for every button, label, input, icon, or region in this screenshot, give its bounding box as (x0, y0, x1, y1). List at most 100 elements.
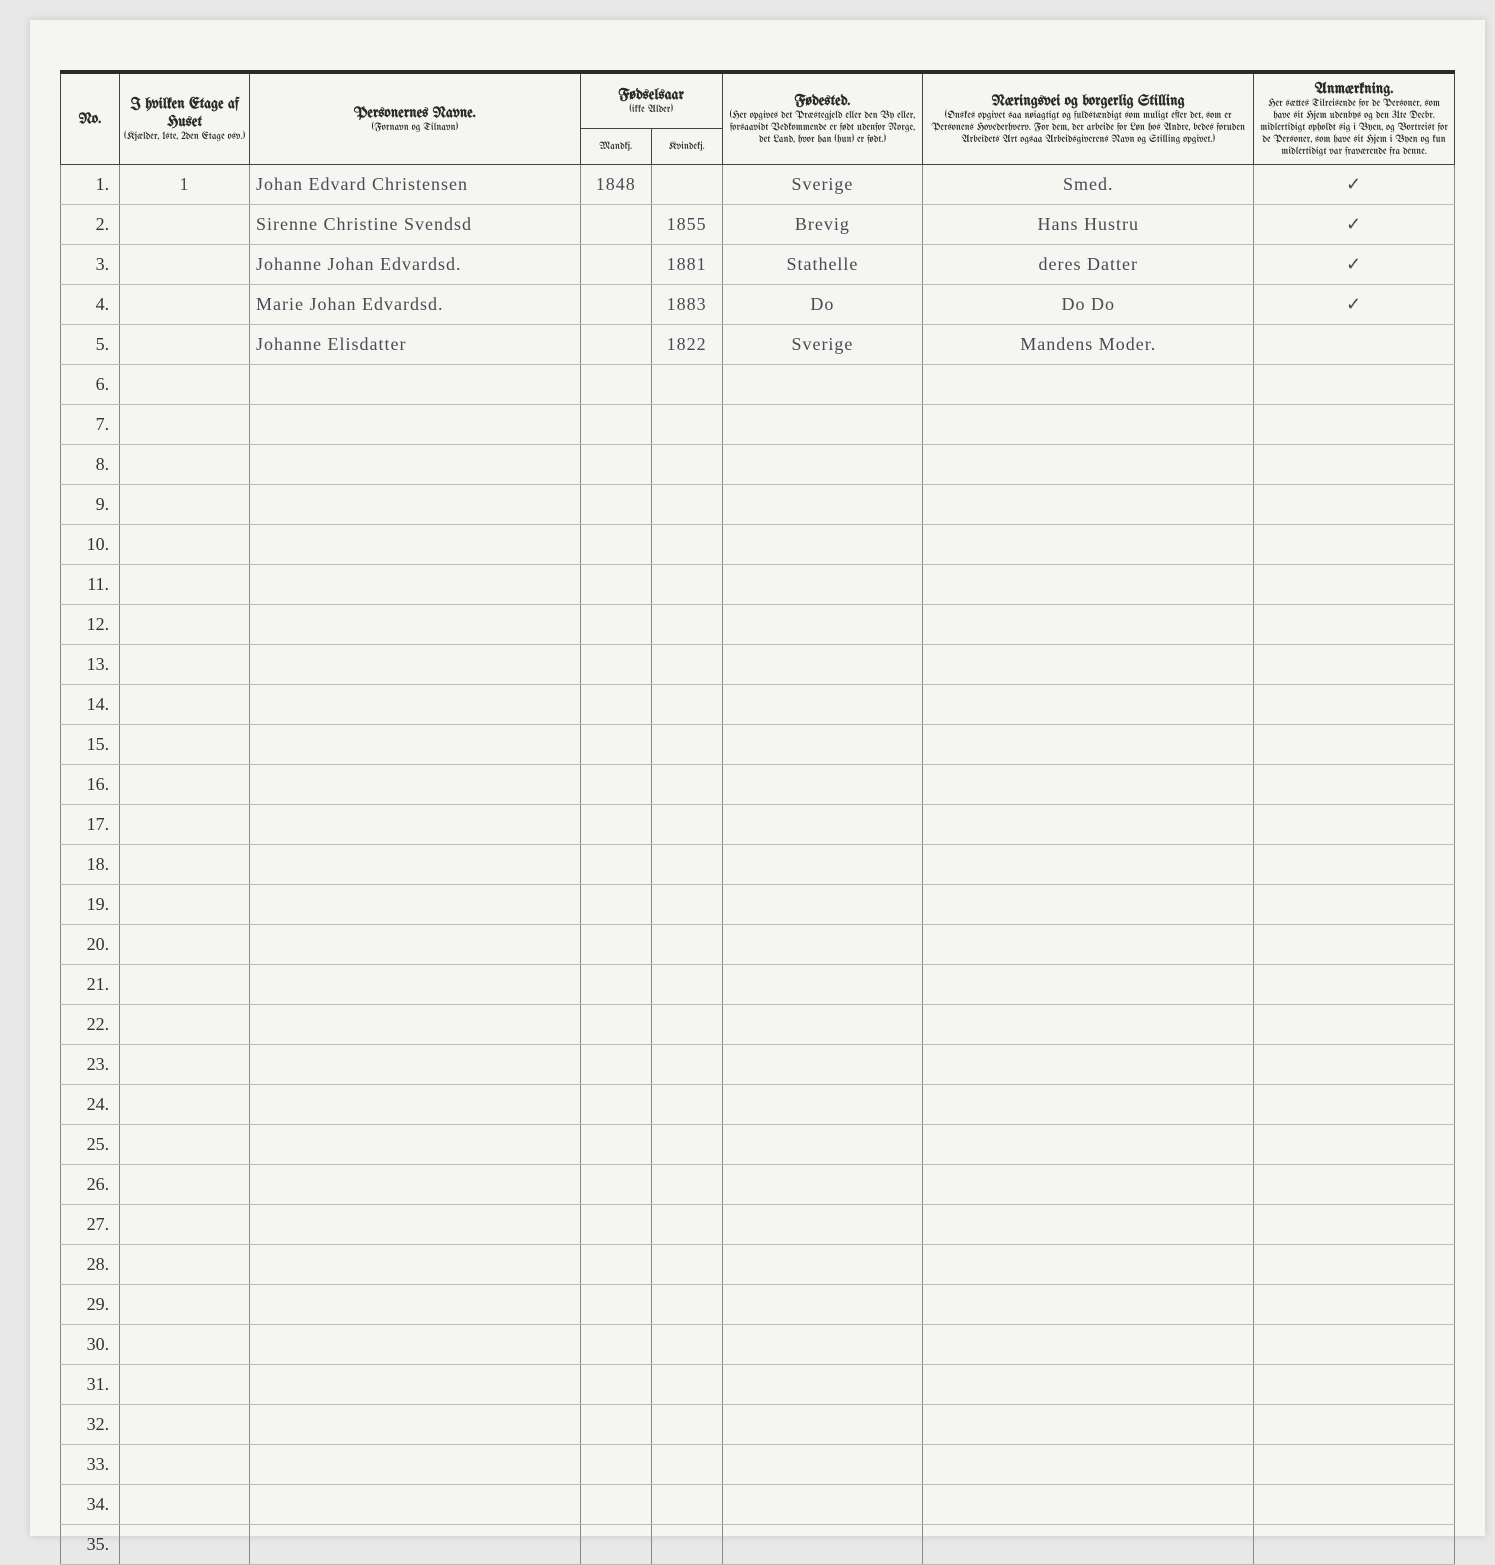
cell-anm: ✓ (1254, 245, 1455, 285)
cell-stilling (923, 565, 1254, 605)
cell-name (250, 1365, 581, 1405)
cell-kvinde: 1822 (651, 325, 722, 365)
cell-fodested (722, 1285, 923, 1325)
cell-etage (120, 405, 250, 445)
table-row: 11. (61, 565, 1455, 605)
cell-fodested: Stathelle (722, 245, 923, 285)
cell-kvinde (651, 685, 722, 725)
cell-no: 25. (61, 1125, 120, 1165)
cell-fodested (722, 445, 923, 485)
table-header: No. I hvilken Etage af Huset (Kjælder, 1… (61, 74, 1455, 165)
cell-etage: 1 (120, 165, 250, 205)
cell-mand (580, 1445, 651, 1485)
cell-anm (1254, 965, 1455, 1005)
cell-anm (1254, 725, 1455, 765)
cell-stilling (923, 1005, 1254, 1045)
cell-fodested (722, 1085, 923, 1125)
census-page: No. I hvilken Etage af Huset (Kjælder, 1… (30, 20, 1485, 1536)
table-row: 29. (61, 1285, 1455, 1325)
table-row: 20. (61, 925, 1455, 965)
cell-anm (1254, 645, 1455, 685)
table-row: 22. (61, 1005, 1455, 1045)
table-row: 14. (61, 685, 1455, 725)
cell-kvinde (651, 365, 722, 405)
cell-stilling (923, 405, 1254, 445)
cell-kvinde (651, 925, 722, 965)
cell-etage (120, 1165, 250, 1205)
cell-stilling: Smed. (923, 165, 1254, 205)
cell-stilling (923, 1045, 1254, 1085)
cell-no: 7. (61, 405, 120, 445)
cell-fodested (722, 485, 923, 525)
cell-fodested (722, 885, 923, 925)
table-body: 1.1Johan Edvard Christensen1848SverigeSm… (61, 165, 1455, 1565)
cell-anm (1254, 1445, 1455, 1485)
cell-anm: ✓ (1254, 165, 1455, 205)
cell-fodested (722, 525, 923, 565)
cell-stilling (923, 1285, 1254, 1325)
cell-etage (120, 525, 250, 565)
table-row: 8. (61, 445, 1455, 485)
cell-mand: 1848 (580, 165, 651, 205)
cell-anm (1254, 685, 1455, 725)
cell-no: 20. (61, 925, 120, 965)
cell-name (250, 365, 581, 405)
cell-stilling (923, 445, 1254, 485)
cell-kvinde (651, 1285, 722, 1325)
cell-kvinde (651, 565, 722, 605)
cell-no: 27. (61, 1205, 120, 1245)
table-row: 33. (61, 1445, 1455, 1485)
cell-no: 6. (61, 365, 120, 405)
cell-name (250, 725, 581, 765)
cell-no: 34. (61, 1485, 120, 1525)
cell-anm (1254, 925, 1455, 965)
cell-anm (1254, 445, 1455, 485)
cell-mand (580, 1405, 651, 1445)
table-row: 25. (61, 1125, 1455, 1165)
cell-fodested (722, 365, 923, 405)
cell-stilling (923, 725, 1254, 765)
cell-anm (1254, 1405, 1455, 1445)
cell-mand (580, 845, 651, 885)
cell-stilling: Hans Hustru (923, 205, 1254, 245)
cell-mand (580, 725, 651, 765)
cell-mand (580, 1325, 651, 1365)
cell-stilling (923, 365, 1254, 405)
cell-mand (580, 1525, 651, 1565)
cell-anm (1254, 885, 1455, 925)
cell-name (250, 845, 581, 885)
cell-etage (120, 885, 250, 925)
cell-name (250, 1125, 581, 1165)
cell-no: 16. (61, 765, 120, 805)
cell-mand (580, 1285, 651, 1325)
cell-anm (1254, 845, 1455, 885)
table-row: 2.Sirenne Christine Svendsd1855BrevigHan… (61, 205, 1455, 245)
cell-no: 26. (61, 1165, 120, 1205)
cell-name (250, 1165, 581, 1205)
cell-stilling (923, 1325, 1254, 1365)
cell-name (250, 1485, 581, 1525)
cell-mand (580, 925, 651, 965)
cell-no: 32. (61, 1405, 120, 1445)
cell-etage (120, 1325, 250, 1365)
cell-fodested (722, 1005, 923, 1045)
cell-mand (580, 1365, 651, 1405)
cell-fodested (722, 1525, 923, 1565)
census-table: No. I hvilken Etage af Huset (Kjælder, 1… (60, 74, 1455, 1565)
cell-kvinde (651, 1325, 722, 1365)
cell-name (250, 805, 581, 845)
cell-stilling (923, 525, 1254, 565)
cell-etage (120, 925, 250, 965)
cell-stilling (923, 965, 1254, 1005)
cell-no: 17. (61, 805, 120, 845)
cell-fodested (722, 1405, 923, 1445)
cell-no: 8. (61, 445, 120, 485)
cell-no: 19. (61, 885, 120, 925)
cell-anm (1254, 1085, 1455, 1125)
cell-no: 11. (61, 565, 120, 605)
cell-no: 28. (61, 1245, 120, 1285)
header-mandkj: Mandkj. (580, 128, 651, 164)
cell-no: 35. (61, 1525, 120, 1565)
header-fodsel: Fødselsaar (ikke Alder) (580, 74, 722, 128)
cell-etage (120, 325, 250, 365)
